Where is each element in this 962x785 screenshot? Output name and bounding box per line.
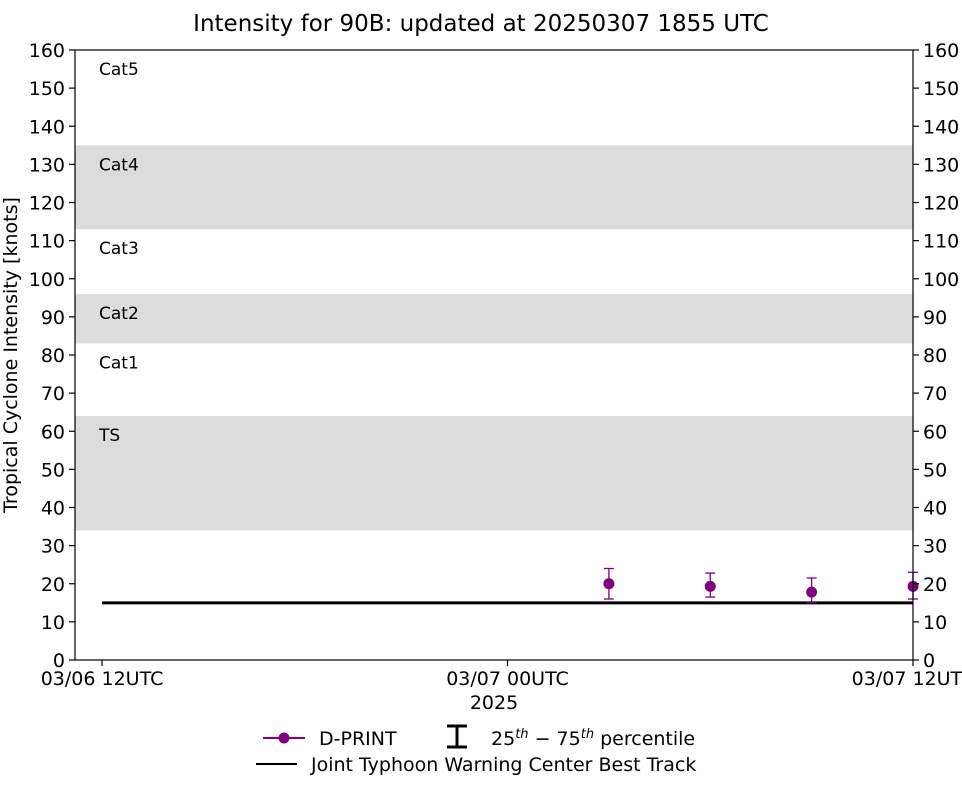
- y-tick-label-left: 50: [41, 459, 65, 481]
- y-tick-label-left: 20: [41, 574, 65, 596]
- y-tick-label-right: 80: [923, 345, 947, 367]
- dprint-point: [806, 586, 818, 598]
- y-tick-label-right: 0: [923, 650, 935, 672]
- band-label-ts: TS: [98, 426, 120, 446]
- y-tick-label-right: 110: [923, 231, 959, 253]
- y-tick-label-left: 60: [41, 421, 65, 443]
- chart-title: Intensity for 90B: updated at 20250307 1…: [193, 11, 769, 37]
- y-tick-label-right: 50: [923, 459, 947, 481]
- band-label-cat2: Cat2: [99, 304, 139, 324]
- legend-dprint-marker: [278, 732, 290, 744]
- band-label-cat4: Cat4: [99, 155, 139, 175]
- y-tick-label-right: 90: [923, 307, 947, 329]
- y-tick-label-right: 140: [923, 116, 959, 138]
- y-tick-label-right: 10: [923, 612, 947, 634]
- x-tick-label: 03/07 12UTC: [852, 668, 962, 690]
- y-tick-label-left: 110: [29, 231, 65, 253]
- data-marks: [102, 567, 919, 605]
- y-tick-label-right: 40: [923, 498, 947, 520]
- y-tick-label-left: 130: [29, 154, 65, 176]
- legend-percentile-label: 25th − 75th percentile: [491, 727, 695, 750]
- y-tick-label-right: 60: [923, 421, 947, 443]
- legend-best-track-label: Joint Typhoon Warning Center Best Track: [310, 754, 696, 776]
- y-tick-label-right: 70: [923, 383, 947, 405]
- legend-dprint-label: D-PRINT: [319, 728, 397, 750]
- legend-percentile-word: percentile: [594, 728, 695, 750]
- x-axis-label: 2025: [470, 692, 518, 714]
- legend-dash: −: [529, 728, 557, 750]
- y-tick-label-left: 140: [29, 116, 65, 138]
- y-tick-label-left: 90: [41, 307, 65, 329]
- y-tick-label-left: 0: [53, 650, 65, 672]
- y-tick-label-right: 130: [923, 154, 959, 176]
- legend-th-sup-2: th: [581, 727, 594, 742]
- legend-percentile-icon: [447, 724, 467, 749]
- dprint-point: [603, 578, 615, 590]
- legend-th-sup-1: th: [515, 727, 528, 742]
- y-tick-label-right: 160: [923, 40, 959, 62]
- band-label-cat5: Cat5: [99, 60, 139, 80]
- band-cat2: [75, 294, 913, 344]
- x-tick-label: 03/06 12UTC: [41, 668, 164, 690]
- y-tick-label-left: 30: [41, 536, 65, 558]
- y-tick-label-left: 80: [41, 345, 65, 367]
- axes: 0 0 10 10 20 20 30 30 40 40 50 50 60 60 70 70 80 80 90 90 10…: [29, 40, 962, 690]
- category-bands: TS Cat1 Cat2 Cat3 Cat4 Cat5: [75, 60, 913, 531]
- y-tick-label-left: 120: [29, 193, 65, 215]
- band-ts: [75, 416, 913, 531]
- y-tick-label-right: 30: [923, 536, 947, 558]
- y-tick-label-left: 150: [29, 78, 65, 100]
- y-axis-label: Tropical Cyclone Intensity [knots]: [0, 197, 22, 514]
- band-label-cat1: Cat1: [99, 354, 139, 374]
- band-label-cat3: Cat3: [99, 239, 139, 259]
- legend: D-PRINT 25th − 75th percentile Joint Typ…: [256, 724, 696, 776]
- y-tick-label-left: 100: [29, 269, 65, 291]
- y-tick-label-left: 40: [41, 498, 65, 520]
- y-tick-label-left: 10: [41, 612, 65, 634]
- y-tick-label-left: 160: [29, 40, 65, 62]
- y-tick-label-right: 120: [923, 193, 959, 215]
- y-tick-label-left: 70: [41, 383, 65, 405]
- y-tick-label-right: 150: [923, 78, 959, 100]
- dprint-point: [704, 580, 716, 592]
- x-tick-label: 03/07 00UTC: [446, 668, 569, 690]
- plot-frame: [74, 49, 914, 661]
- band-cat4: [75, 145, 913, 230]
- y-tick-label-right: 20: [923, 574, 947, 596]
- y-tick-label-right: 100: [923, 269, 959, 291]
